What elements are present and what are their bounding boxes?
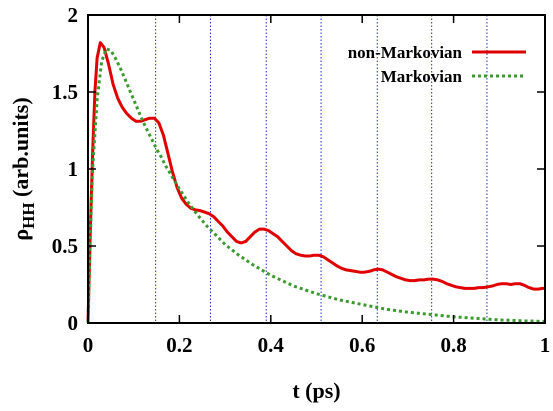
x-tick-label-5: 1 [540, 333, 551, 357]
legend-label-non-markovian: non-Markovian [348, 43, 463, 62]
x-axis-title: t (ps) [292, 378, 340, 403]
y-tick-label-0: 0 [68, 311, 79, 335]
x-tick-labels: 0 0.2 0.4 0.6 0.8 1 [83, 333, 551, 357]
series-line-markovian [86, 47, 546, 324]
x-tick-label-2: 0.4 [258, 333, 285, 357]
axis-ticks [87, 14, 546, 324]
x-tick-label-3: 0.6 [349, 333, 375, 357]
y-tick-label-3: 1.5 [52, 80, 78, 104]
y-tick-label-4: 2 [68, 3, 79, 27]
y-tick-label-2: 1 [68, 157, 79, 181]
x-tick-label-0: 0 [83, 333, 94, 357]
y-axis-title-subscript: HH [19, 202, 38, 228]
vertical-markers [155, 15, 488, 323]
plot-frame [87, 14, 546, 324]
y-axis-title-symbol: ρ [8, 229, 33, 241]
y-tick-labels: 0 0.5 1 1.5 2 [52, 3, 78, 335]
x-tick-label-1: 0.2 [166, 333, 192, 357]
x-tick-label-4: 0.8 [440, 333, 466, 357]
y-tick-label-1: 0.5 [52, 234, 78, 258]
y-axis-title: ρHH (arb.units) [8, 97, 38, 240]
legend: non-Markovian Markovian [348, 43, 526, 86]
y-axis-title-unit: (arb.units) [8, 97, 33, 202]
series-line-non-markovian [86, 41, 545, 324]
legend-label-markovian: Markovian [381, 67, 463, 86]
series-layer [86, 41, 546, 324]
